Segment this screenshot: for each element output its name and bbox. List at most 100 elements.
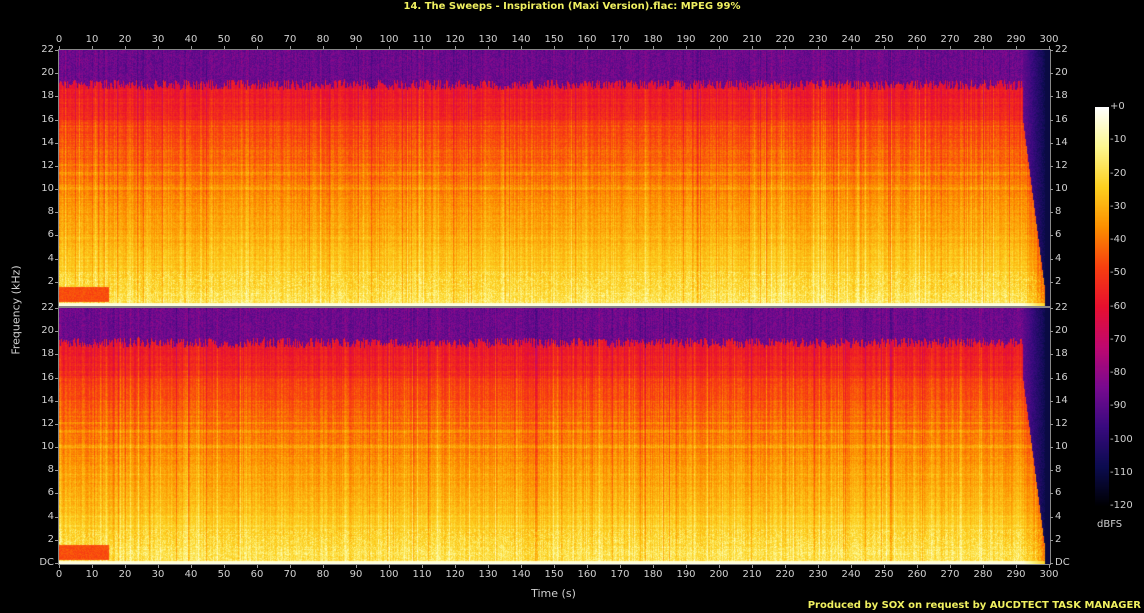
x-tick-label-top: 160 bbox=[577, 34, 597, 45]
x-tick-label-bottom: 100 bbox=[379, 569, 399, 580]
y-tick-label-left-ch2: 8 bbox=[47, 464, 54, 476]
y-tick-mark bbox=[55, 447, 58, 449]
x-tick-label-top: 150 bbox=[544, 34, 564, 45]
y-tick-label-left-ch1: 2 bbox=[47, 275, 54, 287]
x-tick-mark bbox=[356, 565, 357, 568]
x-tick-label-bottom: 250 bbox=[874, 569, 894, 580]
x-tick-label-bottom: 80 bbox=[316, 569, 330, 580]
y-tick-label-right-ch1: 22 bbox=[1055, 44, 1068, 55]
x-tick-label-top: 190 bbox=[676, 34, 696, 45]
y-tick-label-right-ch2: 22 bbox=[1055, 302, 1068, 313]
y-tick-mark bbox=[55, 165, 58, 167]
x-tick-label-top: 290 bbox=[1006, 34, 1026, 45]
y-tick-mark bbox=[1050, 331, 1053, 333]
x-tick-mark bbox=[356, 46, 357, 49]
colorbar-tick-label: -80 bbox=[1110, 367, 1127, 378]
y-tick-label-left-ch2: 14 bbox=[41, 394, 54, 406]
y-tick-label-right-ch1: 8 bbox=[1055, 206, 1062, 218]
y-tick-mark bbox=[55, 212, 58, 214]
x-tick-mark bbox=[1016, 565, 1017, 568]
y-tick-mark bbox=[1050, 470, 1053, 472]
x-tick-label-bottom: 70 bbox=[283, 569, 297, 580]
x-tick-mark bbox=[290, 565, 291, 568]
x-tick-mark bbox=[1016, 46, 1017, 49]
spectrogram-heatmap-channel-1 bbox=[59, 50, 1050, 306]
x-tick-label-bottom: 10 bbox=[85, 569, 99, 580]
colorbar-tick-label: -30 bbox=[1110, 200, 1127, 212]
colorbar-tick-label: -60 bbox=[1110, 300, 1127, 312]
colorbar-label: dBFS bbox=[1097, 519, 1123, 530]
y-tick-mark bbox=[55, 493, 58, 495]
x-tick-mark bbox=[653, 46, 654, 49]
x-tick-label-top: 270 bbox=[940, 34, 960, 45]
x-tick-mark bbox=[587, 46, 588, 49]
x-tick-label-bottom: 290 bbox=[1006, 569, 1026, 580]
y-tick-label-left-ch2: 16 bbox=[41, 371, 54, 383]
x-tick-mark bbox=[323, 565, 324, 568]
x-tick-label-top: 140 bbox=[511, 34, 531, 45]
colorbar-tick-label: +0 bbox=[1110, 101, 1125, 112]
x-tick-mark bbox=[884, 565, 885, 568]
y-tick-mark bbox=[55, 423, 58, 425]
y-tick-mark bbox=[1050, 447, 1053, 449]
y-tick-mark bbox=[55, 189, 58, 191]
y-tick-label-left-ch2: 2 bbox=[47, 533, 54, 545]
x-tick-mark bbox=[785, 46, 786, 49]
y-tick-label-left-ch1: 22 bbox=[41, 44, 54, 55]
x-tick-label-top: 100 bbox=[379, 34, 399, 45]
x-tick-mark bbox=[983, 565, 984, 568]
colorbar-tick-label: -40 bbox=[1110, 234, 1127, 245]
y-tick-label-left-ch1: 4 bbox=[47, 252, 54, 264]
x-tick-label-top: 20 bbox=[118, 34, 132, 45]
x-tick-mark bbox=[158, 46, 159, 49]
y-tick-label-right-ch1: 16 bbox=[1055, 113, 1068, 125]
y-tick-mark bbox=[1050, 377, 1053, 379]
y-tick-mark bbox=[55, 281, 58, 283]
y-tick-mark bbox=[1050, 165, 1053, 167]
y-tick-mark bbox=[1050, 354, 1053, 356]
y-tick-label-right-ch2: DC bbox=[1055, 557, 1070, 568]
y-tick-label-right-ch1: 10 bbox=[1055, 183, 1068, 195]
y-tick-mark bbox=[1050, 189, 1053, 191]
y-tick-mark bbox=[1050, 281, 1053, 283]
x-tick-mark bbox=[917, 46, 918, 49]
x-tick-mark bbox=[785, 565, 786, 568]
colorbar-tick-label: -120 bbox=[1110, 500, 1133, 511]
y-tick-label-left-ch2: 4 bbox=[47, 510, 54, 522]
y-axis-label: Frequency (kHz) bbox=[9, 265, 23, 355]
y-tick-mark bbox=[55, 470, 58, 472]
y-tick-label-left-ch1: 10 bbox=[41, 183, 54, 195]
x-tick-label-bottom: 270 bbox=[940, 569, 960, 580]
y-tick-mark bbox=[55, 235, 58, 237]
y-tick-mark bbox=[1050, 493, 1053, 495]
x-tick-label-bottom: 220 bbox=[775, 569, 795, 580]
x-tick-mark bbox=[719, 565, 720, 568]
spectrogram-channel-1 bbox=[58, 49, 1051, 307]
x-tick-mark bbox=[950, 46, 951, 49]
x-tick-mark bbox=[884, 46, 885, 49]
y-tick-mark bbox=[1050, 96, 1053, 98]
x-tick-label-top: 280 bbox=[973, 34, 993, 45]
x-tick-mark bbox=[290, 46, 291, 49]
y-tick-label-right-ch2: 2 bbox=[1055, 533, 1062, 545]
x-tick-label-top: 240 bbox=[841, 34, 861, 45]
y-tick-mark bbox=[1050, 423, 1053, 425]
x-tick-label-bottom: 30 bbox=[151, 569, 165, 580]
x-tick-mark bbox=[257, 565, 258, 568]
y-tick-mark bbox=[55, 308, 58, 309]
x-tick-label-bottom: 160 bbox=[577, 569, 597, 580]
x-tick-label-top: 0 bbox=[55, 34, 63, 45]
x-tick-label-bottom: 130 bbox=[478, 569, 498, 580]
footer-credit: Produced by SOX on request by AUCDTECT T… bbox=[807, 600, 1141, 611]
y-tick-label-right-ch2: 6 bbox=[1055, 487, 1062, 499]
x-tick-mark bbox=[389, 565, 390, 568]
x-tick-label-bottom: 20 bbox=[118, 569, 132, 580]
y-tick-mark bbox=[1050, 258, 1053, 260]
colorbar-tick-label: -90 bbox=[1110, 400, 1127, 412]
y-tick-label-right-ch2: 8 bbox=[1055, 464, 1062, 476]
x-tick-label-bottom: 140 bbox=[511, 569, 531, 580]
x-tick-label-bottom: 210 bbox=[742, 569, 762, 580]
x-tick-mark bbox=[554, 565, 555, 568]
x-tick-label-top: 10 bbox=[85, 34, 99, 45]
x-tick-mark bbox=[389, 46, 390, 49]
